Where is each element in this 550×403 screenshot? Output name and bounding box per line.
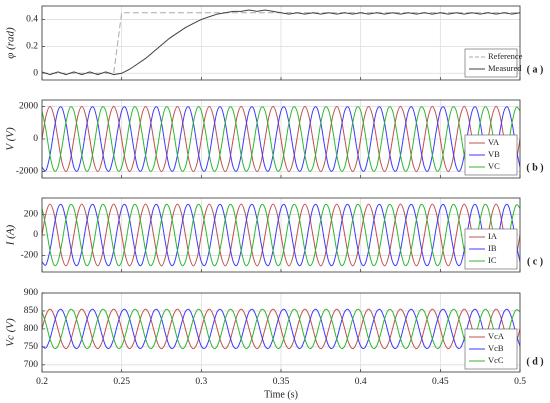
legend-label: IA [488, 231, 498, 241]
y-tick-label: 0.4 [26, 15, 38, 25]
legend-label: IB [488, 243, 497, 253]
legend-label: IC [488, 255, 497, 265]
y-tick-label: -200 [21, 251, 39, 261]
legend-label: VcA [488, 331, 505, 341]
y-axis-label: I (A) [5, 224, 17, 246]
panel: -200 0 200 IA IB IC I (A) ( c ) [5, 197, 543, 273]
plot-frame [41, 292, 521, 373]
y-tick-label: 0.2 [26, 42, 38, 52]
legend-label: VC [488, 161, 500, 171]
y-axis-label: φ (rad) [5, 27, 17, 59]
y-tick-label: 900 [24, 288, 39, 298]
series-line [42, 308, 520, 350]
legend-label: VcB [488, 343, 504, 353]
series-line [42, 203, 520, 267]
x-tick-label: 0.3 [195, 377, 207, 387]
panel: -2000 0 2000 VA VB VC V (V) ( b ) [5, 99, 544, 179]
y-tick-label: 0 [33, 68, 38, 78]
plot-frame [41, 197, 521, 273]
plot-frame [41, 99, 521, 179]
panel: 0.2 0.25 0.3 0.35 0.4 0.45 0.5 700 750 800 850 900 V… [5, 288, 544, 400]
y-tick-label: 800 [24, 324, 39, 334]
panel-label: ( a ) [527, 64, 544, 75]
series-line [42, 106, 520, 172]
plot-frame [41, 5, 521, 81]
series-line [42, 105, 520, 173]
legend-label: VA [488, 137, 500, 147]
y-tick-label: 200 [24, 210, 39, 220]
series-line [42, 308, 520, 350]
y-tick-label: 0 [33, 134, 38, 144]
y-tick-label: 850 [24, 306, 39, 316]
series-line [42, 308, 520, 350]
y-axis-label: Vc (V) [5, 318, 17, 347]
panel-label: ( b ) [526, 162, 543, 173]
y-tick-label: -2000 [16, 167, 38, 177]
legend-label: Reference [488, 51, 523, 61]
legend-label: VB [488, 149, 500, 159]
x-tick-label: 0.4 [355, 377, 367, 387]
x-tick-label: 0.5 [514, 377, 526, 387]
y-tick-label: 0 [33, 230, 38, 240]
legend-label: Measured [488, 63, 522, 73]
panel-label: ( d ) [526, 356, 543, 367]
y-axis-label: V (V) [5, 127, 17, 151]
panel-label: ( c ) [527, 256, 543, 267]
x-axis-label: Time (s) [264, 389, 298, 400]
x-tick-label: 0.45 [432, 377, 449, 387]
x-tick-label: 0.25 [113, 377, 130, 387]
y-tick-label: 2000 [19, 102, 38, 112]
series-line [42, 203, 520, 267]
legend-box [464, 48, 518, 78]
x-tick-label: 0.35 [273, 377, 290, 387]
series-line [42, 203, 520, 267]
y-tick-label: 700 [24, 360, 39, 370]
y-tick-label: 750 [24, 342, 39, 352]
panel: 0 0.2 0.4 Reference Measured φ (rad) ( a ) [5, 5, 544, 81]
x-tick-label: 0.2 [36, 377, 48, 387]
series-line [42, 9, 520, 76]
series-line [42, 106, 520, 172]
legend-label: VcC [488, 355, 504, 365]
